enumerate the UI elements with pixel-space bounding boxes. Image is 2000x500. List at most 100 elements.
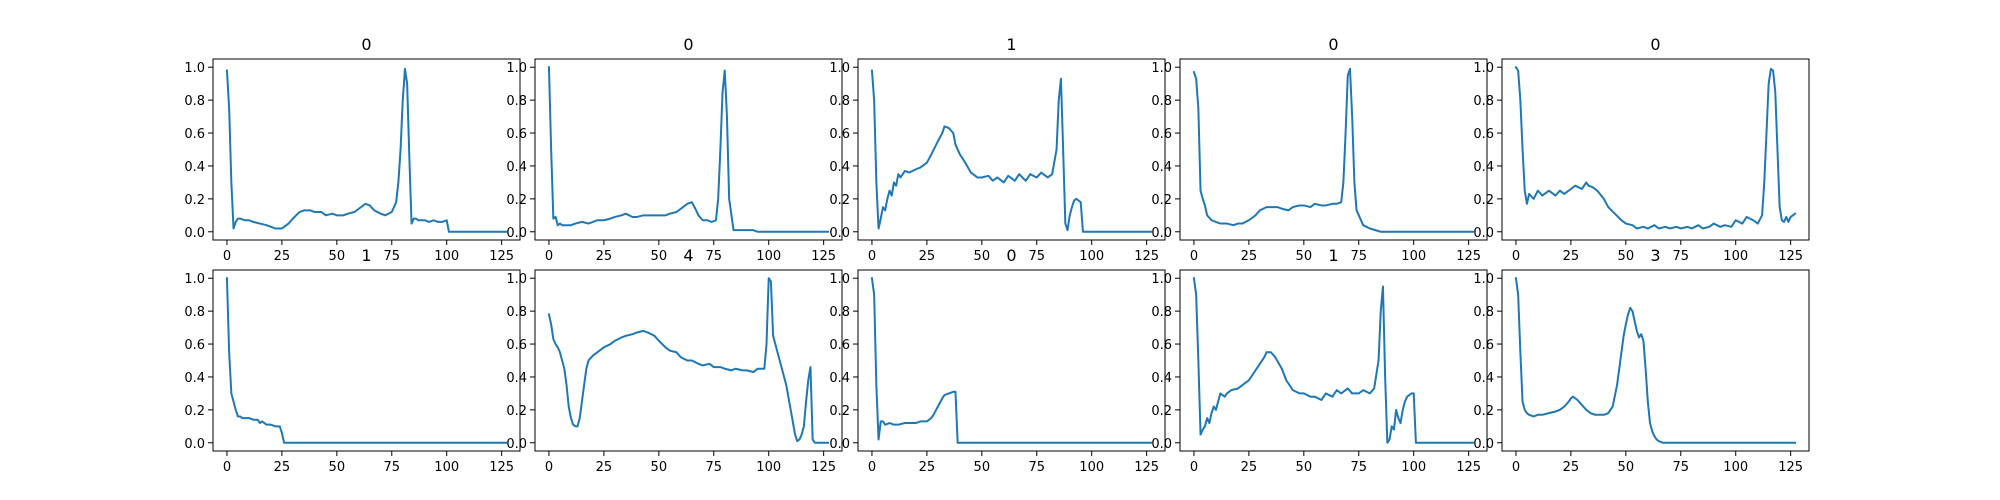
y-tick-label: 0.2 (184, 404, 205, 419)
subplot-title: 3 (1650, 246, 1660, 265)
y-tick-label: 0.8 (184, 305, 205, 320)
y-tick-label: 0.2 (1151, 193, 1172, 208)
x-tick-label: 100 (756, 460, 781, 475)
subplot-title: 0 (1328, 35, 1338, 54)
x-tick-label: 125 (1778, 249, 1803, 264)
y-tick-label: 0.2 (506, 404, 527, 419)
y-tick-label: 0.4 (829, 371, 850, 386)
y-tick-label: 1.0 (1151, 61, 1172, 76)
x-tick-label: 100 (434, 460, 459, 475)
y-tick-label: 1.0 (184, 272, 205, 287)
y-tick-label: 0.0 (184, 226, 205, 241)
x-tick-label: 0 (1190, 460, 1198, 475)
subplot-0: 02550751001250.00.20.40.60.81.00 (184, 35, 520, 264)
x-tick-label: 75 (1350, 249, 1367, 264)
axes-frame (858, 59, 1165, 240)
x-tick-label: 100 (1079, 249, 1104, 264)
y-tick-label: 0.6 (829, 127, 850, 142)
x-tick-label: 125 (811, 249, 836, 264)
subplot-title: 0 (1006, 246, 1016, 265)
subplot-8: 02550751001250.00.20.40.60.81.01 (1151, 246, 1487, 475)
x-tick-label: 50 (1618, 460, 1635, 475)
y-tick-label: 0.8 (1151, 94, 1172, 109)
subplot-title: 0 (1650, 35, 1660, 54)
x-tick-label: 100 (1401, 460, 1426, 475)
x-tick-label: 125 (1134, 460, 1159, 475)
series-line-9-0 (1516, 278, 1795, 443)
y-tick-label: 0.4 (184, 160, 205, 175)
y-tick-label: 0.2 (1473, 404, 1494, 419)
y-tick-label: 0.4 (506, 160, 527, 175)
x-tick-label: 25 (919, 460, 936, 475)
series-line-7-0 (872, 278, 1151, 443)
series-line-3-0 (1194, 69, 1473, 232)
x-tick-label: 100 (1079, 460, 1104, 475)
x-tick-label: 25 (274, 460, 291, 475)
y-tick-label: 0.0 (184, 437, 205, 452)
axes-frame (213, 270, 520, 451)
x-tick-label: 0 (1512, 249, 1520, 264)
x-tick-label: 75 (383, 460, 400, 475)
subplot-title: 1 (1006, 35, 1016, 54)
y-tick-label: 1.0 (184, 61, 205, 76)
x-tick-label: 0 (545, 460, 553, 475)
y-tick-label: 0.4 (1473, 160, 1494, 175)
y-tick-label: 0.6 (184, 127, 205, 142)
y-tick-label: 0.6 (1151, 338, 1172, 353)
x-tick-label: 25 (596, 249, 613, 264)
y-tick-label: 0.8 (506, 94, 527, 109)
x-tick-label: 50 (329, 249, 346, 264)
x-tick-label: 25 (596, 460, 613, 475)
axes-frame (1180, 270, 1487, 451)
subplot-9: 02550751001250.00.20.40.60.81.03 (1473, 246, 1809, 475)
series-line-8-0 (1194, 278, 1473, 443)
x-tick-label: 125 (489, 249, 514, 264)
series-line-5-0 (227, 278, 506, 443)
series-line-2-0 (872, 71, 1151, 232)
subplot-title: 0 (361, 35, 371, 54)
y-tick-label: 0.4 (829, 160, 850, 175)
y-tick-label: 0.6 (1151, 127, 1172, 142)
x-tick-label: 0 (223, 460, 231, 475)
y-tick-label: 0.4 (1151, 160, 1172, 175)
axes-frame (535, 59, 842, 240)
subplot-title: 1 (1328, 246, 1338, 265)
x-tick-label: 25 (1241, 249, 1258, 264)
x-tick-label: 0 (223, 249, 231, 264)
x-tick-label: 25 (1563, 249, 1580, 264)
y-tick-label: 0.2 (184, 193, 205, 208)
x-tick-label: 50 (974, 249, 991, 264)
y-tick-label: 0.8 (506, 305, 527, 320)
series-line-4-0 (1516, 67, 1795, 228)
x-tick-label: 50 (1618, 249, 1635, 264)
x-tick-label: 50 (1296, 460, 1313, 475)
x-tick-label: 100 (1723, 249, 1748, 264)
x-tick-label: 75 (383, 249, 400, 264)
subplot-7: 02550751001250.00.20.40.60.81.00 (829, 246, 1165, 475)
y-tick-label: 0.0 (829, 226, 850, 241)
y-tick-label: 0.4 (1151, 371, 1172, 386)
y-tick-label: 0.8 (1473, 94, 1494, 109)
x-tick-label: 0 (545, 249, 553, 264)
y-tick-label: 0.2 (1151, 404, 1172, 419)
y-tick-label: 1.0 (1151, 272, 1172, 287)
y-tick-label: 0.0 (1151, 437, 1172, 452)
y-tick-label: 0.2 (506, 193, 527, 208)
x-tick-label: 50 (1296, 249, 1313, 264)
x-tick-label: 50 (329, 460, 346, 475)
y-tick-label: 1.0 (1473, 272, 1494, 287)
y-tick-label: 0.0 (1473, 437, 1494, 452)
y-tick-label: 0.0 (506, 437, 527, 452)
x-tick-label: 125 (1456, 460, 1481, 475)
y-tick-label: 0.2 (829, 193, 850, 208)
y-tick-label: 0.6 (506, 338, 527, 353)
x-tick-label: 75 (1672, 460, 1689, 475)
x-tick-label: 125 (489, 460, 514, 475)
axes-frame (1180, 59, 1487, 240)
subplot-4: 02550751001250.00.20.40.60.81.00 (1473, 35, 1809, 264)
y-tick-label: 0.4 (184, 371, 205, 386)
x-tick-label: 25 (1241, 460, 1258, 475)
y-tick-label: 0.8 (1473, 305, 1494, 320)
y-tick-label: 0.6 (506, 127, 527, 142)
y-tick-label: 1.0 (506, 272, 527, 287)
